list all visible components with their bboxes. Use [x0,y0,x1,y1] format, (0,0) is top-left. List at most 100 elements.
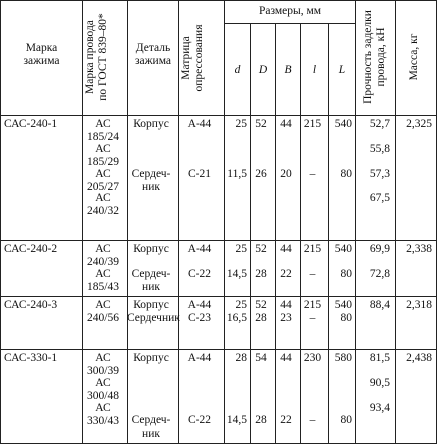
dim-B: 22 [280,414,292,426]
dim-l: 230 [303,352,322,364]
dim-D: 26 [255,168,267,180]
rule [0,0,437,1]
dim-d: 11,5 [227,168,247,180]
dim-l: – [309,168,316,180]
rule [82,0,83,444]
wire-grade: 240/32 [87,205,119,217]
wire-grade: АС [95,377,111,389]
die-mark: С-21 [188,168,211,180]
strength-value: 81,5 [369,352,390,364]
clamp-part: Корпус [133,299,169,311]
clamp-part: Корпус [133,352,169,364]
wire-grade: АС [95,352,111,364]
header-wire-grade: Марка провода по ГОСТ 839–80* [84,13,109,101]
die-mark: С-22 [188,414,211,426]
strength-value: 72,8 [369,268,390,280]
rule [436,0,437,444]
dim-L: 80 [340,312,353,324]
dim-d: 14,5 [226,414,247,426]
clamp-part: ник [142,181,160,193]
rule [0,240,437,241]
wire-grade: АС [95,402,111,414]
dim-d: 25 [235,118,248,130]
dim-D: 28 [255,268,267,280]
dim-D: 54 [255,352,267,364]
rule [0,349,437,350]
wire-grade: АС [95,168,111,180]
wire-grade: 185/29 [87,156,119,168]
clamp-part: ник [142,428,160,440]
dim-d: 16,5 [226,312,247,324]
die-mark: А-44 [187,243,212,255]
dim-D: 28 [255,414,267,426]
wire-grade: АС [95,192,111,204]
dim-B: 44 [280,243,292,255]
die-mark: А-44 [187,299,212,311]
dim-D: 52 [255,118,267,130]
die-mark: А-44 [187,352,212,364]
dim-D: 52 [255,299,267,311]
clamp-part: Сердеч- [131,168,171,180]
wire-grade: 330/43 [87,415,119,427]
header-dim-D: D [258,64,268,76]
header-dim-L: L [338,64,346,76]
dim-L: 540 [334,118,352,130]
dim-L: 80 [340,268,353,280]
rule [275,23,276,444]
header-press-die: Матрица опрессования [180,24,205,92]
dim-D: 28 [255,312,267,324]
dim-l: – [309,268,316,280]
strength-value: 52,7 [369,118,390,130]
header-dim-d: d [234,64,241,76]
strength-value: 93,4 [369,402,390,414]
dim-l: – [309,312,316,324]
dim-l: 215 [303,118,322,130]
dim-d: 14,5 [226,268,247,280]
strength-value: 57,3 [369,168,390,180]
wire-grade: 240/39 [87,256,119,268]
rule [355,0,356,444]
wire-grade: АС [95,143,111,155]
wire-grade: АС [95,243,111,255]
rule [0,443,437,444]
strength-value: 69,9 [369,243,390,255]
dim-L: 540 [334,243,352,255]
wire-grade: 185/43 [87,281,119,293]
dim-B: 44 [280,118,292,130]
strength-value: 90,5 [369,377,390,389]
rule [224,0,225,444]
rule [395,0,396,444]
rule [0,115,437,116]
rule [224,23,355,24]
dim-L: 580 [334,352,352,364]
clamp-part: Корпус [133,118,169,130]
strength-value: 55,8 [369,143,390,155]
wire-grade: АС [95,118,111,130]
dim-d: 28 [235,352,248,364]
header-mass: Масса, кг [408,33,420,81]
dim-L: 540 [334,299,352,311]
mass-value: 2,318 [406,299,432,311]
dim-B: 23 [280,312,292,324]
dim-B: 44 [280,352,292,364]
header-clamp-part: Деталь зажима [134,42,172,67]
wire-grade: 205/27 [87,181,119,193]
rule [328,23,329,444]
dim-l: 215 [303,299,322,311]
dim-d: 25 [235,243,248,255]
dim-l: 215 [303,243,322,255]
wire-grade: 300/39 [87,365,119,377]
dim-B: 22 [280,268,292,280]
clamp-part: ник [142,281,160,293]
header-mark: Марка зажима [23,42,60,67]
header-dim-B: B [284,64,292,76]
clamp-part: Сердеч- [131,268,171,280]
rule [250,23,251,444]
dim-L: 80 [340,414,353,426]
clamp-mark: САС-330-1 [4,352,58,364]
header-holding-strength: Прочность заделки провода, кН [362,10,387,104]
rule [0,0,1,444]
mass-value: 2,338 [406,243,432,255]
wire-grade: АС [95,299,111,311]
